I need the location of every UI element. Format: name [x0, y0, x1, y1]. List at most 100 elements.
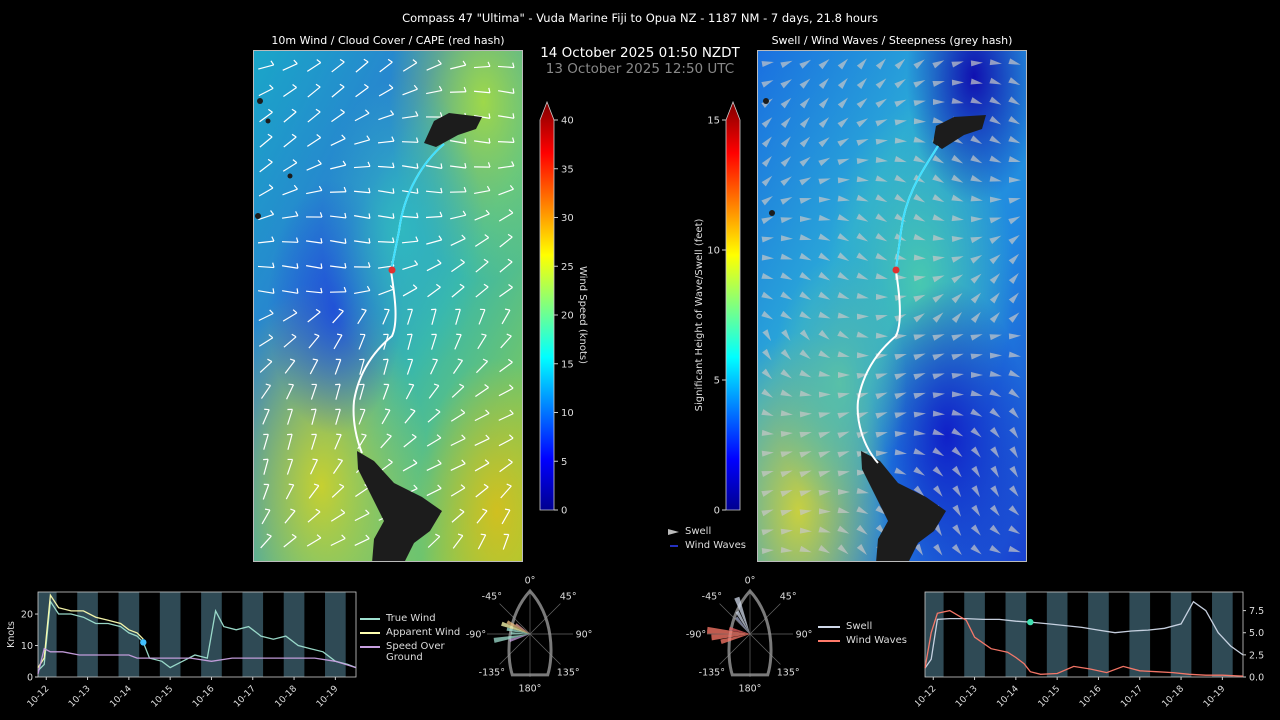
wind-barb	[474, 237, 490, 247]
swell-arrow	[761, 236, 774, 243]
swell-arrow	[932, 410, 945, 417]
swell-arrow	[932, 194, 945, 203]
local-time: 14 October 2025 01:50 NZDT	[540, 45, 740, 61]
apparent-wind-petal	[501, 621, 530, 634]
swell-arrow	[951, 446, 963, 457]
night-band	[1129, 592, 1151, 677]
wind-barb	[358, 334, 366, 350]
y-tick-label: 5.0	[1249, 628, 1264, 639]
swell-arrow	[818, 526, 831, 533]
swell-arrow	[875, 431, 888, 438]
swell-arrow	[780, 116, 791, 128]
swell-arrow	[761, 509, 774, 517]
swell-arrow	[970, 97, 983, 105]
x-tick-label: 10-14	[995, 684, 1021, 710]
swell-arrow	[951, 154, 964, 164]
swell-arrow	[951, 174, 964, 183]
swell-arrow	[837, 195, 850, 202]
swell-arrow	[913, 155, 926, 163]
swell-arrow	[989, 504, 1000, 517]
swell-arrow	[837, 97, 849, 109]
wind-barb	[285, 484, 295, 500]
wind-barb	[407, 309, 413, 325]
wind-barb	[306, 537, 322, 547]
wind-barb	[377, 241, 395, 243]
swell-arrow	[913, 275, 926, 282]
swell-arrow	[970, 273, 982, 284]
wind-barb	[499, 236, 513, 248]
wind-barb	[426, 165, 442, 169]
true-wind-petal	[493, 634, 530, 643]
wind-barb	[431, 334, 437, 350]
wind-barb	[451, 261, 465, 273]
wind-colorbar-tick-label: 10	[561, 408, 574, 419]
wind-barb-flag	[266, 533, 272, 537]
wind-barb-flag	[464, 138, 467, 144]
wind-barb	[258, 87, 274, 97]
night-band	[1088, 592, 1109, 677]
swell-arrow	[818, 490, 831, 496]
wind-barb	[353, 165, 371, 169]
swell-arrow	[761, 196, 773, 206]
wind-barb	[475, 486, 489, 498]
legend-swell: Swell	[685, 526, 712, 537]
wind-barb-flag	[437, 459, 442, 464]
wind-barb-flag	[317, 159, 322, 165]
wind-barb	[358, 409, 366, 425]
wind-barb-flag	[270, 60, 275, 66]
wind-barb-flag	[270, 210, 275, 215]
swell-arrow	[951, 194, 964, 202]
wind-barb-flag	[344, 212, 347, 219]
wind-barb-flag	[267, 158, 273, 163]
wind-barb-flag	[339, 483, 345, 488]
wind-barb	[260, 385, 272, 399]
swell-arrow	[913, 411, 926, 418]
wind-barb-flag	[365, 109, 370, 114]
wind-barb-flag	[368, 238, 371, 244]
wind-barb	[259, 361, 273, 373]
swell-arrow	[761, 80, 774, 88]
swell-arrow	[818, 233, 831, 241]
wind-barb	[499, 286, 513, 298]
wind-barb	[284, 510, 296, 524]
swell-arrow	[761, 470, 774, 477]
wind-barb-flag	[506, 483, 512, 487]
current-time-marker	[140, 639, 147, 646]
wind-barb	[473, 65, 491, 69]
swell-arrow	[989, 175, 1002, 182]
wind-barb	[377, 165, 395, 169]
swell-arrow	[837, 158, 850, 166]
wind-barb-flag	[341, 534, 346, 539]
swell-arrow	[837, 431, 850, 439]
wind-barb	[330, 164, 346, 170]
swell-arrow	[762, 348, 772, 361]
polar-angle-label: 135°	[557, 668, 580, 679]
wind-barb	[403, 436, 417, 448]
swell-arrow	[951, 465, 962, 478]
wind-barb-flag	[508, 209, 514, 214]
wave-colorbar-tick-label: 10	[707, 246, 720, 257]
wind-barb	[282, 312, 298, 322]
swell-arrow	[1008, 369, 1021, 378]
wind-barb	[310, 459, 318, 475]
wind-barb-flag	[415, 236, 419, 242]
swell-arrow	[818, 311, 831, 319]
swell-arrow	[1008, 96, 1021, 105]
wind-barb-flag	[435, 533, 441, 538]
swell-arrow	[913, 118, 926, 125]
swell-arrow	[990, 465, 1000, 478]
wind-barb	[428, 385, 440, 399]
wind-barb	[501, 309, 511, 325]
series-line-wind-waves	[924, 609, 1244, 677]
swell-arrow	[856, 58, 867, 70]
wind-barb-flag	[438, 235, 443, 241]
wind-barb-flag	[392, 213, 395, 219]
wind-barb	[426, 437, 442, 447]
swell-arrow	[761, 388, 774, 398]
swell-arrow	[989, 389, 1002, 398]
wind-barb-flag	[264, 508, 271, 511]
wind-barb-flag	[319, 212, 323, 218]
swell-arrow	[1008, 505, 1020, 516]
wind-barb	[282, 63, 298, 71]
wind-barb-flag	[509, 384, 514, 389]
